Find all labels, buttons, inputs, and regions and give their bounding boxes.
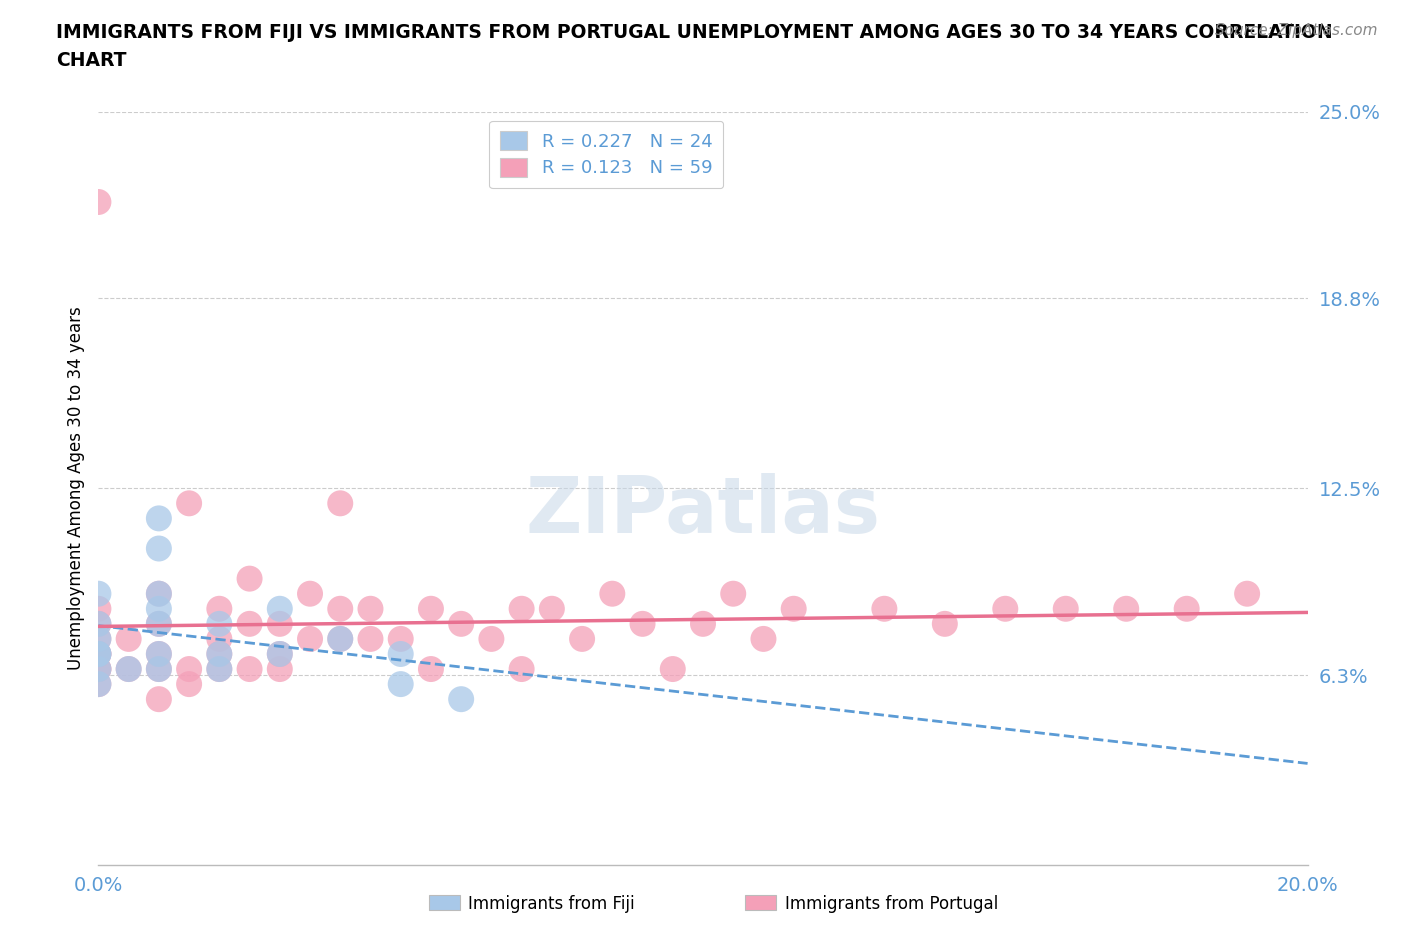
Point xyxy=(148,661,170,676)
Point xyxy=(329,631,352,646)
Point xyxy=(994,602,1017,617)
Point xyxy=(329,631,352,646)
Point xyxy=(360,631,382,646)
Point xyxy=(148,692,170,707)
Point xyxy=(571,631,593,646)
Point xyxy=(208,646,231,661)
Point xyxy=(360,602,382,617)
Text: Immigrants from Portugal: Immigrants from Portugal xyxy=(785,895,998,913)
Point xyxy=(1236,586,1258,601)
Point xyxy=(269,646,291,661)
Point xyxy=(450,692,472,707)
Point xyxy=(208,646,231,661)
Point xyxy=(87,646,110,661)
Point xyxy=(692,617,714,631)
Point xyxy=(873,602,896,617)
Point xyxy=(269,617,291,631)
Point xyxy=(118,661,141,676)
Point xyxy=(299,586,322,601)
Point xyxy=(148,511,170,525)
Point xyxy=(87,194,110,209)
Point xyxy=(148,617,170,631)
Point xyxy=(87,661,110,676)
Point xyxy=(87,631,110,646)
Point xyxy=(510,661,533,676)
Point xyxy=(389,631,412,646)
Point xyxy=(481,631,503,646)
Point xyxy=(118,631,141,646)
Point xyxy=(661,661,683,676)
Legend: R = 0.227   N = 24, R = 0.123   N = 59: R = 0.227 N = 24, R = 0.123 N = 59 xyxy=(489,121,723,188)
Point xyxy=(1115,602,1137,617)
Text: CHART: CHART xyxy=(56,51,127,70)
Point xyxy=(934,617,956,631)
Point xyxy=(148,586,170,601)
Text: IMMIGRANTS FROM FIJI VS IMMIGRANTS FROM PORTUGAL UNEMPLOYMENT AMONG AGES 30 TO 3: IMMIGRANTS FROM FIJI VS IMMIGRANTS FROM … xyxy=(56,23,1333,42)
Point xyxy=(752,631,775,646)
Point xyxy=(87,677,110,692)
Text: Immigrants from Fiji: Immigrants from Fiji xyxy=(468,895,636,913)
Point xyxy=(269,661,291,676)
Point xyxy=(723,586,745,601)
Point xyxy=(389,646,412,661)
Point xyxy=(179,677,201,692)
Point xyxy=(87,586,110,601)
Point xyxy=(450,617,472,631)
Point xyxy=(148,646,170,661)
Point xyxy=(208,631,231,646)
Point xyxy=(179,496,201,511)
Point xyxy=(87,677,110,692)
Point xyxy=(148,586,170,601)
Point xyxy=(208,661,231,676)
Point xyxy=(148,661,170,676)
Point xyxy=(269,602,291,617)
Point xyxy=(208,617,231,631)
Point xyxy=(269,646,291,661)
Point xyxy=(87,661,110,676)
Point xyxy=(420,661,443,676)
Point xyxy=(148,602,170,617)
Point xyxy=(510,602,533,617)
Point xyxy=(239,571,262,586)
Point xyxy=(783,602,806,617)
Point xyxy=(87,631,110,646)
Text: Source: ZipAtlas.com: Source: ZipAtlas.com xyxy=(1215,23,1378,38)
Point xyxy=(540,602,562,617)
Point xyxy=(239,661,262,676)
Point xyxy=(602,586,624,601)
Point xyxy=(329,602,352,617)
Point xyxy=(148,541,170,556)
Point xyxy=(148,646,170,661)
Point xyxy=(299,631,322,646)
Point xyxy=(118,661,141,676)
Point xyxy=(87,646,110,661)
Point xyxy=(87,617,110,631)
Point xyxy=(389,677,412,692)
Point xyxy=(148,617,170,631)
Point xyxy=(239,617,262,631)
Point xyxy=(208,661,231,676)
Point xyxy=(87,617,110,631)
Point xyxy=(87,661,110,676)
Point xyxy=(179,661,201,676)
Text: ZIPatlas: ZIPatlas xyxy=(526,472,880,549)
Point xyxy=(631,617,654,631)
Point xyxy=(87,646,110,661)
Point xyxy=(420,602,443,617)
Y-axis label: Unemployment Among Ages 30 to 34 years: Unemployment Among Ages 30 to 34 years xyxy=(66,306,84,671)
Point xyxy=(1054,602,1077,617)
Point xyxy=(1175,602,1198,617)
Point xyxy=(87,646,110,661)
Point xyxy=(208,602,231,617)
Point xyxy=(87,602,110,617)
Point xyxy=(329,496,352,511)
